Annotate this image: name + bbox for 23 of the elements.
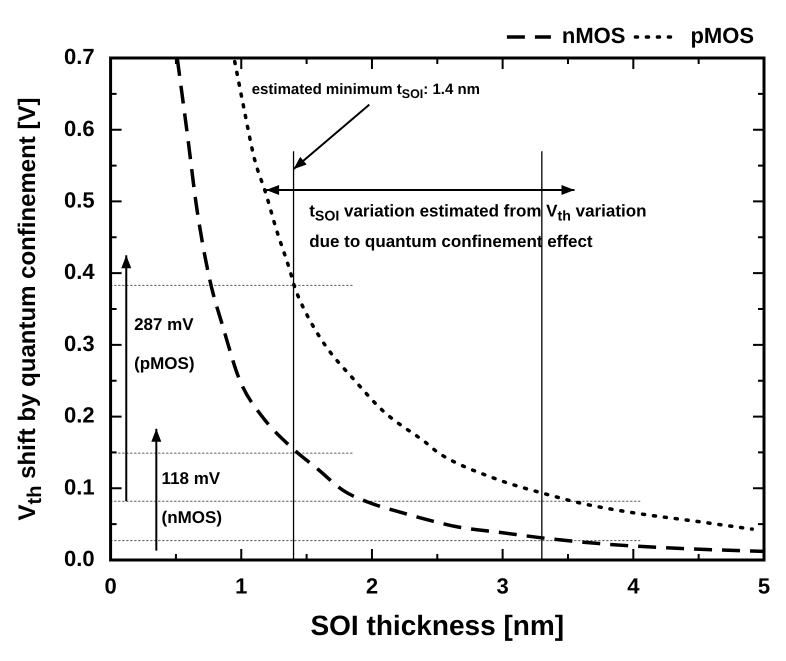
legend-label: nMOS — [562, 23, 626, 48]
y-tick-label: 0.2 — [64, 402, 95, 428]
annotation: 118 mV — [162, 468, 220, 489]
y-tick-label: 0.0 — [64, 546, 95, 572]
annotation: estimated minimum t$_{SOI}$: 1.4 nm — [252, 80, 480, 101]
annotation: t$_{SOI}$ variation estimated from V$_{th}$ variation — [309, 201, 646, 225]
x-tick-label: 2 — [366, 573, 378, 598]
legend-label: pMOS — [690, 23, 754, 48]
y-tick-label: 0.6 — [64, 116, 95, 141]
y-tick-label: 0.5 — [64, 187, 95, 212]
x-tick-label: 5 — [758, 573, 770, 598]
x-axis-title: SOI thickness [nm] — [310, 610, 564, 641]
y-tick-label: 0.3 — [64, 330, 95, 356]
x-tick-label: 1 — [235, 573, 248, 598]
x-tick-label: 4 — [627, 573, 640, 598]
x-tick-label: 0 — [104, 573, 117, 598]
annotation: 287 mV — [134, 314, 194, 335]
y-tick-label: 0.4 — [64, 259, 96, 284]
y-tick-label: 0.1 — [64, 474, 95, 500]
y-tick-label: 0.7 — [64, 44, 95, 70]
annotation: (nMOS) — [162, 508, 222, 528]
annotation: (pMOS) — [134, 354, 195, 374]
x-tick-label: 3 — [496, 573, 509, 598]
